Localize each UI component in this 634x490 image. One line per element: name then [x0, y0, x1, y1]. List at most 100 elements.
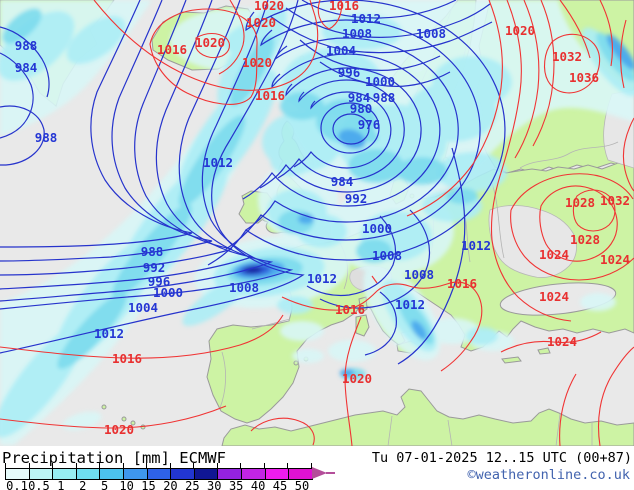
- pressure-label-1024: 1024: [547, 334, 577, 349]
- pressure-label-1016: 1016: [255, 88, 285, 103]
- scale-tick-label: 15: [141, 479, 156, 490]
- isobars-low: [0, 0, 506, 365]
- pressure-label-992: 992: [143, 260, 166, 275]
- pressure-label-1008: 1008: [404, 267, 434, 282]
- pressure-label-1020: 1020: [195, 35, 225, 50]
- pressure-label-1000: 1000: [153, 285, 183, 300]
- weather-map[interactable]: 988 984 988 988 992 996 1000 1004 1012 1008 1012 10…: [0, 0, 634, 446]
- scale-segment: [218, 469, 243, 479]
- pressure-label-1020: 1020: [342, 371, 372, 386]
- pressure-label-1016: 1016: [157, 42, 187, 57]
- pressure-label-1012: 1012: [307, 271, 337, 286]
- pressure-label-976: 976: [358, 117, 381, 132]
- pressure-label-1008: 1008: [342, 26, 372, 41]
- scale-segment: [265, 469, 290, 479]
- pressure-label-1004: 1004: [128, 300, 158, 315]
- pressure-label-984: 984: [348, 90, 371, 105]
- scale-segment: [289, 469, 312, 479]
- scale-tickmark: [5, 463, 6, 468]
- scale-tick-label: 35: [228, 479, 244, 490]
- pressure-label-996: 996: [148, 274, 171, 289]
- pressure-label-1016: 1016: [329, 0, 359, 13]
- scale-tick-label: 0.5: [28, 479, 50, 490]
- pressure-label-984: 984: [15, 60, 38, 75]
- scale-overflow-arrow: [312, 467, 327, 479]
- scale-segment: [53, 469, 77, 479]
- pressure-label-1000: 1000: [365, 74, 395, 89]
- pressure-label-1036: 1036: [569, 70, 599, 85]
- scale-tickmark: [146, 463, 148, 468]
- scale-tick-label: 5: [101, 479, 109, 490]
- scale-segment: [100, 469, 125, 479]
- pressure-label-1020: 1020: [246, 15, 276, 30]
- pressure-label-984: 984: [331, 174, 354, 189]
- pressure-label-1032: 1032: [552, 49, 582, 64]
- land-canary: [121, 416, 127, 422]
- land-canary: [130, 420, 136, 426]
- scale-tick-label: 1: [57, 479, 65, 490]
- pressure-label-1020: 1020: [104, 422, 134, 437]
- scale-tickmark: [99, 463, 101, 468]
- pressure-labels: 9889849889889929961000100410121008101210…: [15, 0, 630, 437]
- scale-segment: [76, 469, 101, 479]
- pressure-label-1012: 1012: [94, 326, 124, 341]
- pressure-label-988: 988: [141, 244, 164, 259]
- scale-tick-label: 50: [294, 479, 310, 490]
- scale-segment: [242, 469, 266, 479]
- pressure-label-988: 988: [15, 38, 38, 53]
- pressure-label-1012: 1012: [461, 238, 491, 253]
- scale-segment: [29, 469, 54, 479]
- map-canvas: 9889849889889929961000100410121008101210…: [0, 0, 634, 446]
- scale-tickmark: [193, 463, 195, 468]
- pressure-label-1024: 1024: [600, 252, 630, 267]
- pressure-label-1008: 1008: [372, 248, 402, 263]
- pressure-label-1016: 1016: [447, 276, 477, 291]
- land-north-africa: [221, 388, 634, 446]
- scale-tickmark: [169, 463, 171, 468]
- map-datetime: Tu 07-01-2025 12..15 UTC (00+87): [371, 450, 632, 466]
- scale-tick-label: 20: [163, 479, 178, 490]
- scale-tickmark: [122, 463, 124, 468]
- precipitation-scale: [5, 468, 313, 480]
- scale-segment: [194, 469, 219, 479]
- scale-tick-label: 2: [79, 479, 87, 490]
- pressure-label-1020: 1020: [254, 0, 284, 13]
- pressure-label-1012: 1012: [203, 155, 233, 170]
- scale-tickmark: [52, 463, 54, 468]
- pressure-label-988: 988: [35, 130, 58, 145]
- pressure-label-1024: 1024: [539, 247, 569, 262]
- pressure-label-1020: 1020: [505, 23, 535, 38]
- scale-tickmark: [287, 463, 289, 468]
- map-title: Precipitation [mm] ECMWF: [2, 449, 226, 467]
- pressure-label-1004: 1004: [326, 43, 356, 58]
- pressure-label-988: 988: [373, 90, 396, 105]
- scale-tick-label: 40: [250, 479, 266, 490]
- scale-overflow-arrow-tail: [326, 472, 335, 474]
- land-cyprus: [537, 347, 551, 355]
- scale-tickmark: [311, 463, 312, 468]
- scale-tick-label: 25: [185, 479, 200, 490]
- scale-tick-label: 45: [272, 479, 288, 490]
- land-crete: [501, 356, 522, 364]
- scale-tickmark: [263, 463, 265, 468]
- land-balearic: [293, 360, 299, 366]
- pressure-label-1016: 1016: [112, 351, 142, 366]
- pressure-label-996: 996: [338, 65, 361, 80]
- pressure-label-1028: 1028: [565, 195, 595, 210]
- scale-segment: [171, 469, 195, 479]
- pressure-label-1012: 1012: [395, 297, 425, 312]
- scale-tick-label: 10: [119, 479, 134, 490]
- scale-tickmark: [240, 463, 242, 468]
- scale-tickmark: [75, 463, 77, 468]
- scale-tickmark: [28, 463, 30, 468]
- pressure-label-1008: 1008: [416, 26, 446, 41]
- scale-segment: [6, 469, 30, 479]
- pressure-label-980: 980: [350, 101, 373, 116]
- pressure-label-1020: 1020: [242, 55, 272, 70]
- pressure-label-992: 992: [345, 191, 368, 206]
- isobars-high: [0, 0, 634, 446]
- scale-segment: [124, 469, 148, 479]
- copyright-link[interactable]: ©weatheronline.co.uk: [467, 467, 630, 483]
- pressure-label-1024: 1024: [539, 289, 569, 304]
